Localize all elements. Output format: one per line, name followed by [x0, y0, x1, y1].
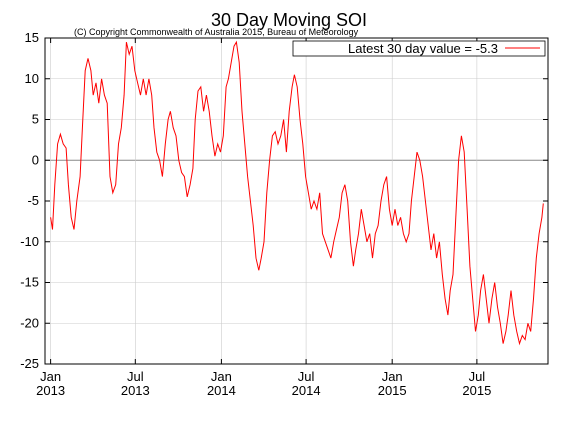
x-tick-month: Jul	[469, 369, 486, 384]
y-tick-label: 5	[32, 112, 39, 127]
y-tick-label: -5	[27, 193, 39, 208]
y-tick-label: 10	[25, 71, 39, 86]
y-axis-ticks: 15 10 5 0 -5 -10 -15 -20 -25	[20, 30, 548, 371]
x-tick-year: 2014	[207, 383, 236, 398]
legend-label: Latest 30 day value = -5.3	[348, 41, 498, 56]
x-tick-year: 2015	[378, 383, 407, 398]
x-tick-year: 2013	[121, 383, 150, 398]
chart-title: 30 Day Moving SOI	[211, 10, 367, 30]
x-tick-year: 2013	[36, 383, 65, 398]
x-axis-ticks: Jan2013Jul2013Jan2014Jul2014Jan2015Jul20…	[36, 38, 491, 398]
y-tick-label: -20	[20, 315, 39, 330]
x-tick-month: Jul	[298, 369, 315, 384]
y-tick-label: 15	[25, 30, 39, 45]
y-tick-label: -25	[20, 356, 39, 371]
legend-box	[292, 40, 546, 57]
soi-series-line	[50, 40, 544, 346]
copyright-notice: (C) Copyright Commonwealth of Australia …	[74, 27, 359, 37]
y-tick-label: -10	[20, 234, 39, 249]
x-tick-month: Jan	[211, 369, 232, 384]
gridlines	[45, 37, 548, 365]
plot-frame	[44, 37, 549, 365]
x-tick-month: Jul	[127, 369, 144, 384]
x-tick-year: 2014	[292, 383, 321, 398]
x-tick-year: 2015	[462, 383, 491, 398]
y-tick-label: -15	[20, 275, 39, 290]
x-tick-month: Jan	[382, 369, 403, 384]
legend: Latest 30 day value = -5.3	[292, 40, 546, 57]
y-tick-label: 0	[32, 152, 39, 167]
x-tick-month: Jan	[40, 369, 61, 384]
